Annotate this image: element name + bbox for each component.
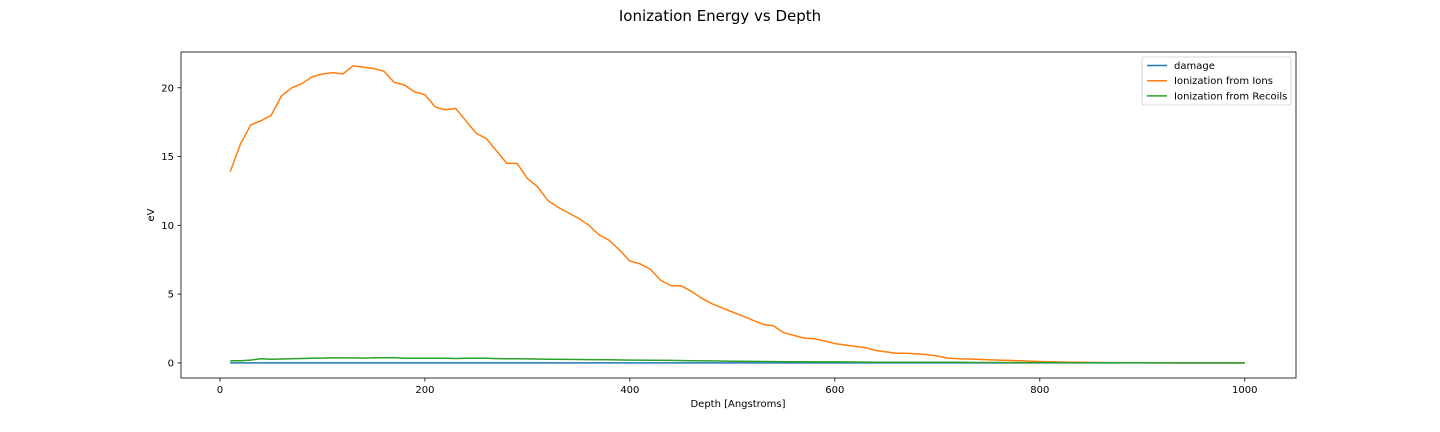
plot-lines xyxy=(229,65,1245,364)
legend-label: damage xyxy=(1174,61,1215,72)
legend: damage Ionization from Ions Ionization fro… xyxy=(1141,56,1292,106)
y-tick-label: 15 xyxy=(161,152,174,163)
chart-title: Ionization Energy vs Depth xyxy=(619,7,821,25)
series-line-1 xyxy=(229,65,1245,364)
x-tick-label: 0 xyxy=(217,385,223,396)
y-axis-label: eV xyxy=(146,208,157,221)
y-tick-label: 5 xyxy=(168,290,174,301)
x-tick-label: 200 xyxy=(415,385,434,396)
x-tick-label: 1000 xyxy=(1232,385,1257,396)
x-axis: 0 200 400 600 800 1000 xyxy=(217,378,1257,396)
y-tick-label: 20 xyxy=(161,83,174,94)
x-tick-label: 800 xyxy=(1030,385,1049,396)
plot-frame xyxy=(180,51,1297,379)
series-line-2 xyxy=(230,356,1245,364)
y-tick-label: 0 xyxy=(168,358,174,369)
x-tick-label: 400 xyxy=(620,385,639,396)
legend-label: Ionization from Recoils xyxy=(1174,91,1287,102)
y-axis: 0 5 10 15 20 xyxy=(161,83,181,369)
y-tick-label: 10 xyxy=(161,221,174,232)
x-axis-label: Depth [Angstroms] xyxy=(690,399,785,410)
legend-box xyxy=(1141,56,1292,106)
legend-label: Ionization from Ions xyxy=(1174,76,1273,87)
x-tick-label: 600 xyxy=(825,385,844,396)
